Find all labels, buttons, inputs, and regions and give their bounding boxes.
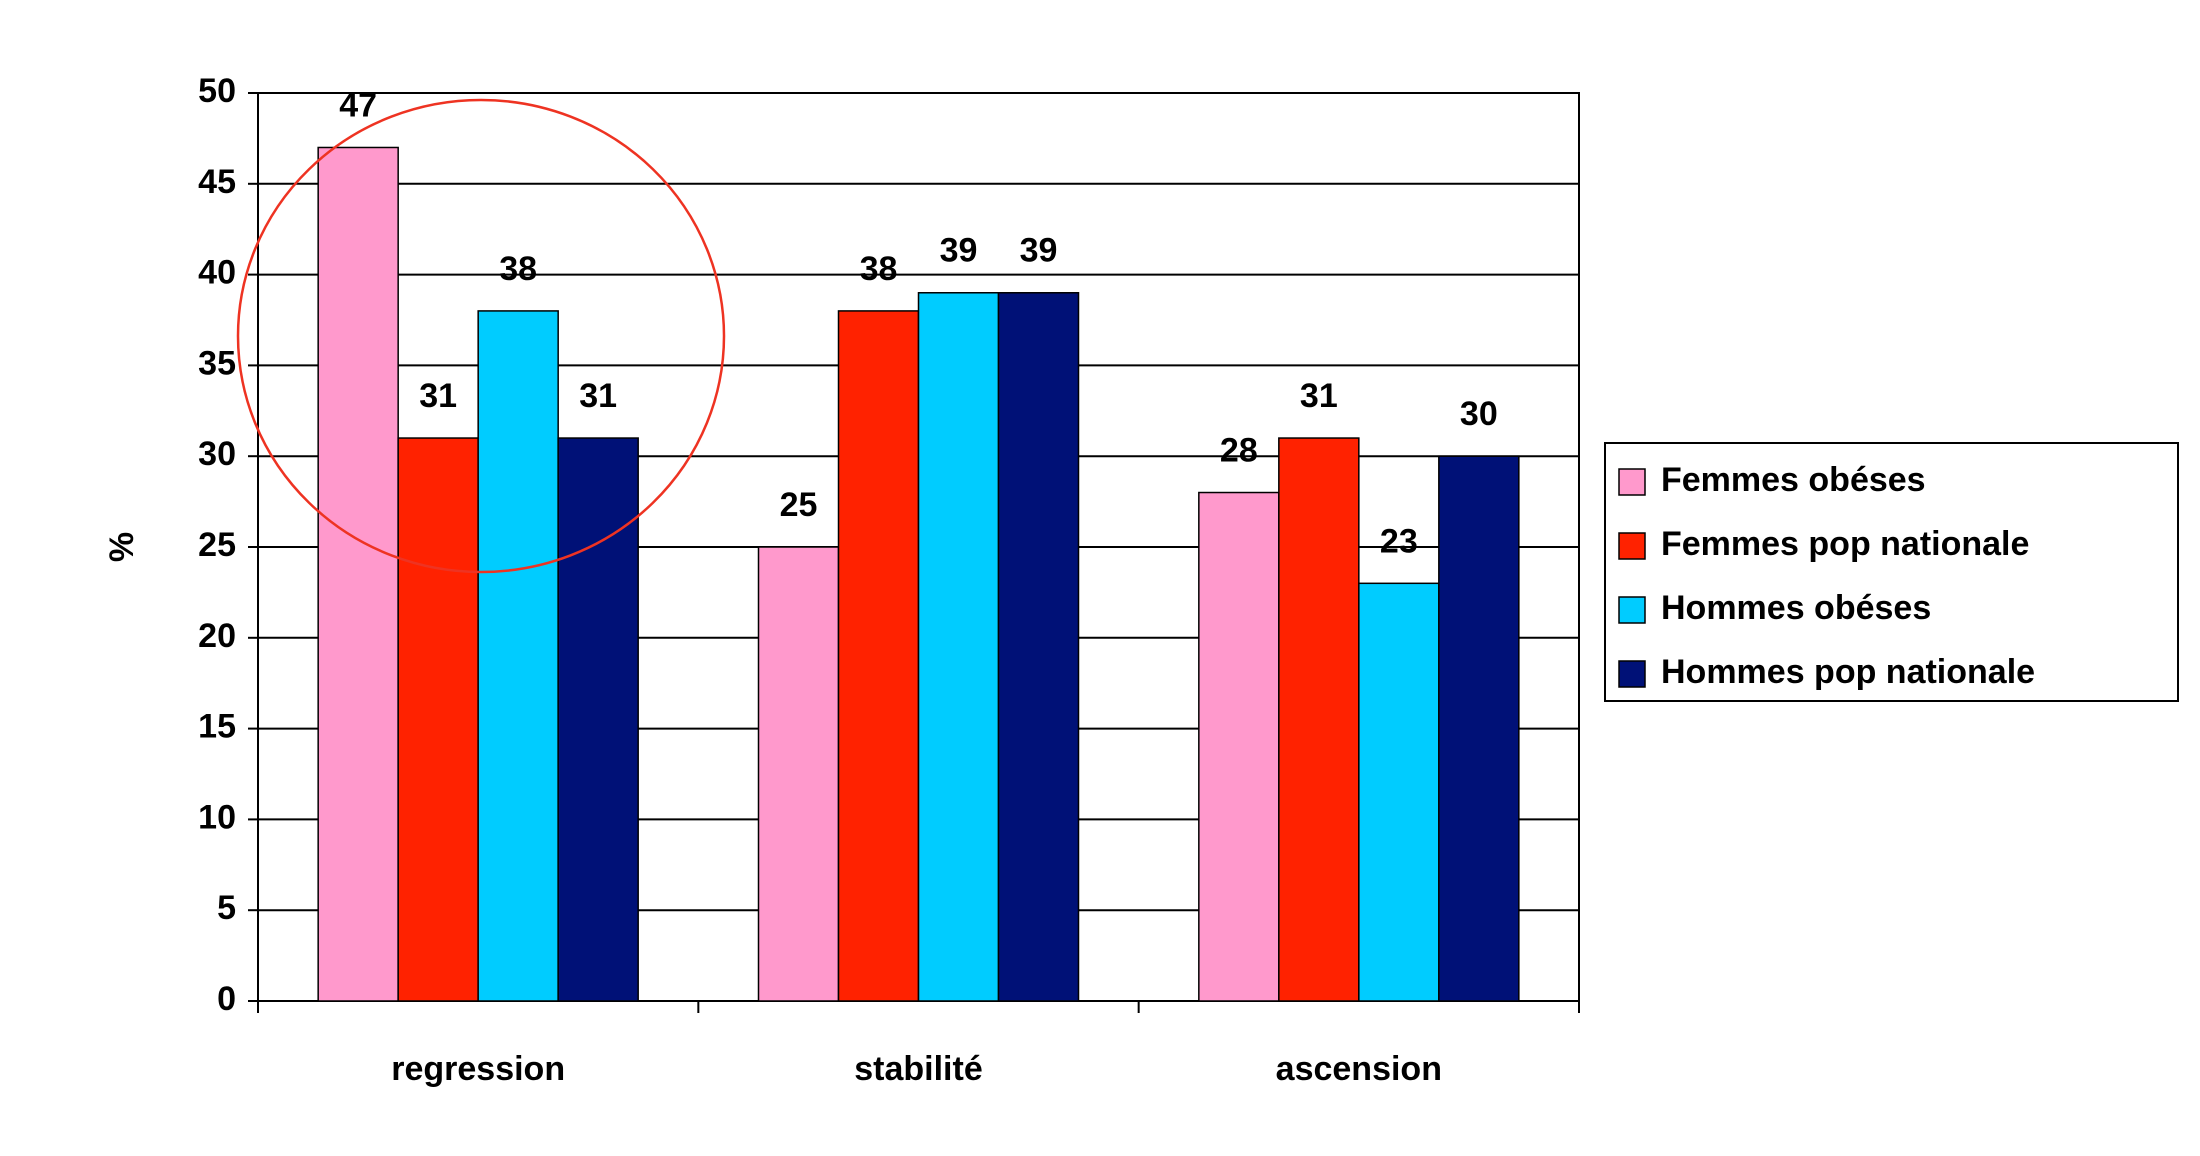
y-tick-label: 35 xyxy=(198,344,236,382)
x-tick-label: stabilité xyxy=(854,1050,982,1088)
highlight-circle xyxy=(236,98,726,574)
y-tick-label: 50 xyxy=(198,72,236,110)
value-label: 38 xyxy=(499,250,537,288)
legend-label: Hommes obéses xyxy=(1661,589,1931,627)
y-tick-label: 5 xyxy=(217,889,236,927)
legend-label: Femmes obéses xyxy=(1661,461,1926,499)
value-label: 47 xyxy=(339,86,377,124)
y-tick-label: 10 xyxy=(198,798,236,836)
bar xyxy=(557,437,639,1002)
bar xyxy=(317,146,399,1002)
legend-label: Hommes pop nationale xyxy=(1661,653,2035,691)
value-label: 31 xyxy=(1300,377,1338,415)
legend-box xyxy=(1604,442,2179,702)
legend-swatch xyxy=(1618,532,1646,560)
legend-label: Femmes pop nationale xyxy=(1661,525,2029,563)
y-tick-label: 45 xyxy=(198,163,236,201)
value-label: 31 xyxy=(579,377,617,415)
value-label: 25 xyxy=(780,486,818,524)
value-label: 28 xyxy=(1220,432,1258,470)
value-label: 31 xyxy=(419,377,457,415)
x-tick-label: ascension xyxy=(1276,1050,1442,1088)
y-tick-label: 25 xyxy=(198,526,236,564)
legend-swatch xyxy=(1618,468,1646,496)
bar xyxy=(1198,491,1280,1002)
bar xyxy=(997,292,1080,1002)
legend-swatch xyxy=(1618,596,1646,624)
y-tick-label: 0 xyxy=(217,980,236,1018)
y-tick-label: 40 xyxy=(198,254,236,292)
value-label: 39 xyxy=(940,232,978,270)
y-tick-label: 15 xyxy=(198,708,236,746)
bar xyxy=(917,292,1000,1002)
bar xyxy=(1278,437,1360,1002)
value-label: 23 xyxy=(1380,522,1418,560)
bar xyxy=(1438,455,1520,1002)
bar xyxy=(477,310,559,1002)
y-tick-label: 20 xyxy=(198,617,236,655)
legend-swatch xyxy=(1618,660,1646,688)
bar xyxy=(397,437,479,1002)
y-tick-label: 30 xyxy=(198,435,236,473)
value-label: 38 xyxy=(860,250,898,288)
bar xyxy=(757,546,840,1002)
value-label: 30 xyxy=(1460,395,1498,433)
bar xyxy=(837,310,920,1002)
bar xyxy=(1358,582,1440,1002)
value-label: 39 xyxy=(1020,232,1058,270)
x-tick-label: regression xyxy=(391,1050,565,1088)
y-axis-label: % xyxy=(103,532,141,562)
